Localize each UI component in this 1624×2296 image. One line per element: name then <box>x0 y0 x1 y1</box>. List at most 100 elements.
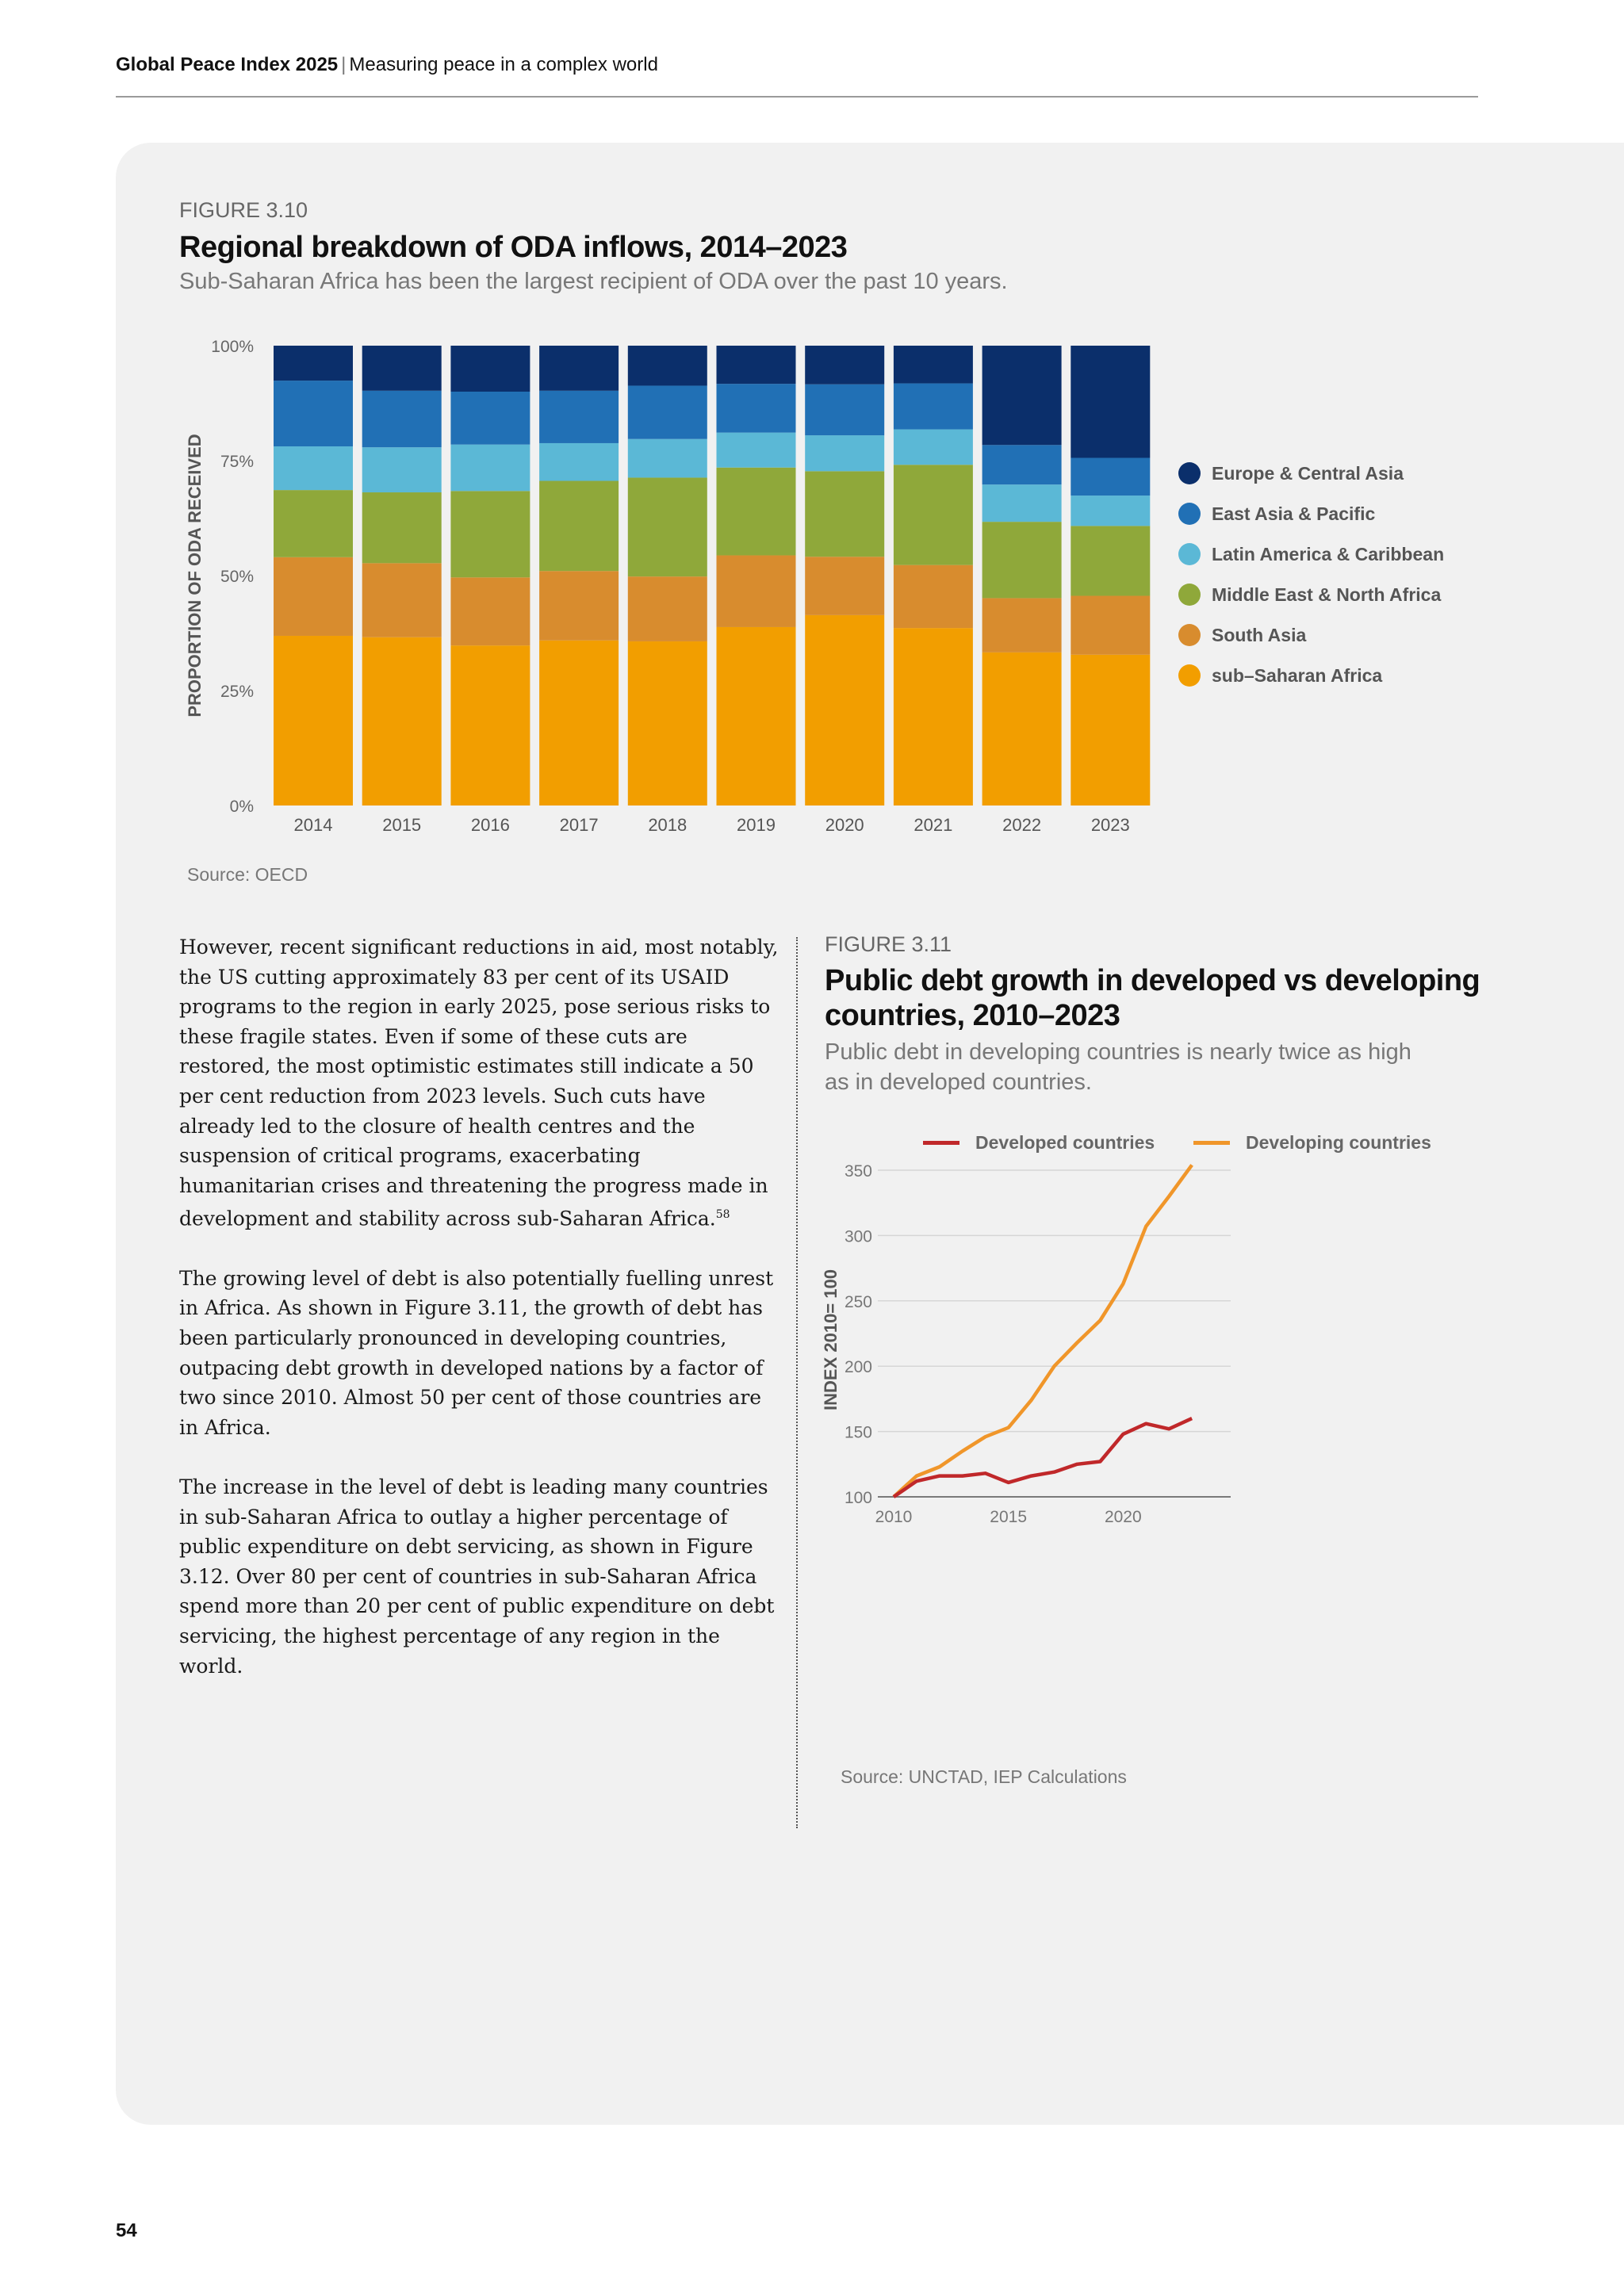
bar-segment <box>805 614 885 806</box>
figure-311-label: FIGURE 3.11 <box>825 932 952 956</box>
bar-segment <box>450 392 530 445</box>
legend-item: East Asia & Pacific <box>1178 502 1375 526</box>
bar-x-tick-label: 2015 <box>382 815 421 835</box>
header-separator: | <box>341 54 347 75</box>
bar-segment <box>450 444 530 492</box>
bar-y-tick-label: 50% <box>220 568 254 586</box>
figure-310-title: Regional breakdown of ODA inflows, 2014–… <box>179 231 848 264</box>
figure-311-title-line2: countries, 2010–2023 <box>825 999 1120 1032</box>
legend-developed: Developed countries <box>923 1132 1155 1154</box>
legend-label: sub–Saharan Africa <box>1212 664 1383 686</box>
bar-segment <box>274 557 353 636</box>
bar-segment <box>982 652 1062 806</box>
bar-y-tick-label: 75% <box>220 453 254 471</box>
bar-x-tick-label: 2014 <box>294 815 333 835</box>
bar-segment <box>450 645 530 806</box>
legend-swatch-developing <box>1193 1141 1230 1145</box>
column-divider <box>796 937 798 1828</box>
bar-y-tick-label: 0% <box>230 798 254 816</box>
bar-segment <box>805 346 885 385</box>
developing-countries-line <box>892 1164 1193 1498</box>
figure-311-title: Public debt growth in developed vs devel… <box>825 963 1480 1033</box>
publication-title: Global Peace Index 2025 <box>116 54 339 75</box>
bar-segment <box>805 435 885 472</box>
bar-x-tick-label: 2016 <box>471 815 510 835</box>
bar-x-tick-label: 2021 <box>914 815 952 835</box>
section-title: Measuring peace in a complex world <box>349 54 658 75</box>
legend-label: Latin America & Caribbean <box>1212 543 1445 564</box>
legend-label: South Asia <box>1212 624 1307 645</box>
bar-segment <box>450 491 530 578</box>
bar-segment <box>362 637 442 806</box>
bar-segment <box>362 346 442 391</box>
paragraph-3: The increase in the level of debt is lea… <box>179 1475 775 1678</box>
paragraph-1: However, recent significant reductions i… <box>179 932 782 1234</box>
legend-item: sub–Saharan Africa <box>1178 664 1382 687</box>
bar-segment <box>893 465 973 565</box>
figure-311-source: Source: UNCTAD, IEP Calculations <box>841 1766 1127 1787</box>
legend-item: Middle East & North Africa <box>1178 583 1441 607</box>
bar-segment <box>982 598 1062 652</box>
legend-developing: Developing countries <box>1193 1132 1431 1154</box>
bar-segment <box>805 471 885 557</box>
figure-311-title-line1: Public debt growth in developed vs devel… <box>825 964 1480 997</box>
bar-x-tick-label: 2019 <box>737 815 776 835</box>
bar-segment <box>450 346 530 392</box>
bar-segment <box>362 390 442 448</box>
line-y-tick-label: 200 <box>845 1358 872 1376</box>
legend-item: Europe & Central Asia <box>1178 461 1404 485</box>
legend-dot-icon <box>1178 543 1201 565</box>
bar-segment <box>982 522 1062 599</box>
paragraph-1-text: However, recent significant reductions i… <box>179 936 779 1230</box>
bar-segment <box>539 480 619 572</box>
line-y-tick-label: 100 <box>845 1489 872 1507</box>
bar-segment <box>716 432 796 468</box>
line-y-tick-label: 250 <box>845 1293 872 1311</box>
bar-segment <box>274 490 353 557</box>
legend-dot-icon <box>1178 462 1201 484</box>
bar-segment <box>627 641 707 806</box>
bar-segment <box>893 429 973 465</box>
footnote-ref[interactable]: 58 <box>715 1208 730 1222</box>
bar-segment <box>450 577 530 646</box>
bar-segment <box>893 628 973 806</box>
bar-segment <box>982 346 1062 446</box>
bar-segment <box>274 346 353 381</box>
legend-item: Latin America & Caribbean <box>1178 542 1444 566</box>
bar-segment <box>362 563 442 637</box>
legend-label: Middle East & North Africa <box>1212 584 1442 605</box>
bar-segment <box>539 442 619 481</box>
legend-dot-icon <box>1178 664 1201 687</box>
bar-x-tick-label: 2023 <box>1091 815 1130 835</box>
bar-segment <box>627 346 707 386</box>
line-chart: 100 150 200 250 300 350 2010 2015 2020 <box>845 1162 1231 1526</box>
bar-x-tick-label: 2020 <box>825 815 864 835</box>
bar-segment <box>274 635 353 806</box>
figure-311-subtitle-line1: Public debt in developing countries is n… <box>825 1039 1411 1065</box>
developed-countries-line <box>892 1417 1193 1498</box>
body-text: However, recent significant reductions i… <box>179 932 782 1711</box>
bar-segment <box>716 346 796 385</box>
legend-item: South Asia <box>1178 623 1306 647</box>
line-y-tick-label: 300 <box>845 1227 872 1246</box>
paragraph-2: The growing level of debt is also potent… <box>179 1266 774 1439</box>
bar-x-tick-label: 2022 <box>1002 815 1041 835</box>
page-number: 54 <box>116 2220 137 2241</box>
bar-segment <box>716 384 796 433</box>
legend-label: East Asia & Pacific <box>1212 503 1376 524</box>
bar-segment <box>982 445 1062 485</box>
header-rule <box>116 96 1478 98</box>
bar-segment <box>716 467 796 556</box>
bar-segment <box>539 346 619 391</box>
bar-segment <box>627 438 707 478</box>
bar-segment <box>627 385 707 439</box>
figure-310-label: FIGURE 3.10 <box>179 198 308 222</box>
bar-segment <box>716 555 796 627</box>
bar-segment <box>982 484 1062 522</box>
bar-segment <box>1071 595 1151 655</box>
line-y-tick-label: 150 <box>845 1424 872 1442</box>
bar-segment <box>627 576 707 641</box>
bar-segment <box>893 346 973 384</box>
line-x-tick-label: 2010 <box>875 1508 913 1526</box>
